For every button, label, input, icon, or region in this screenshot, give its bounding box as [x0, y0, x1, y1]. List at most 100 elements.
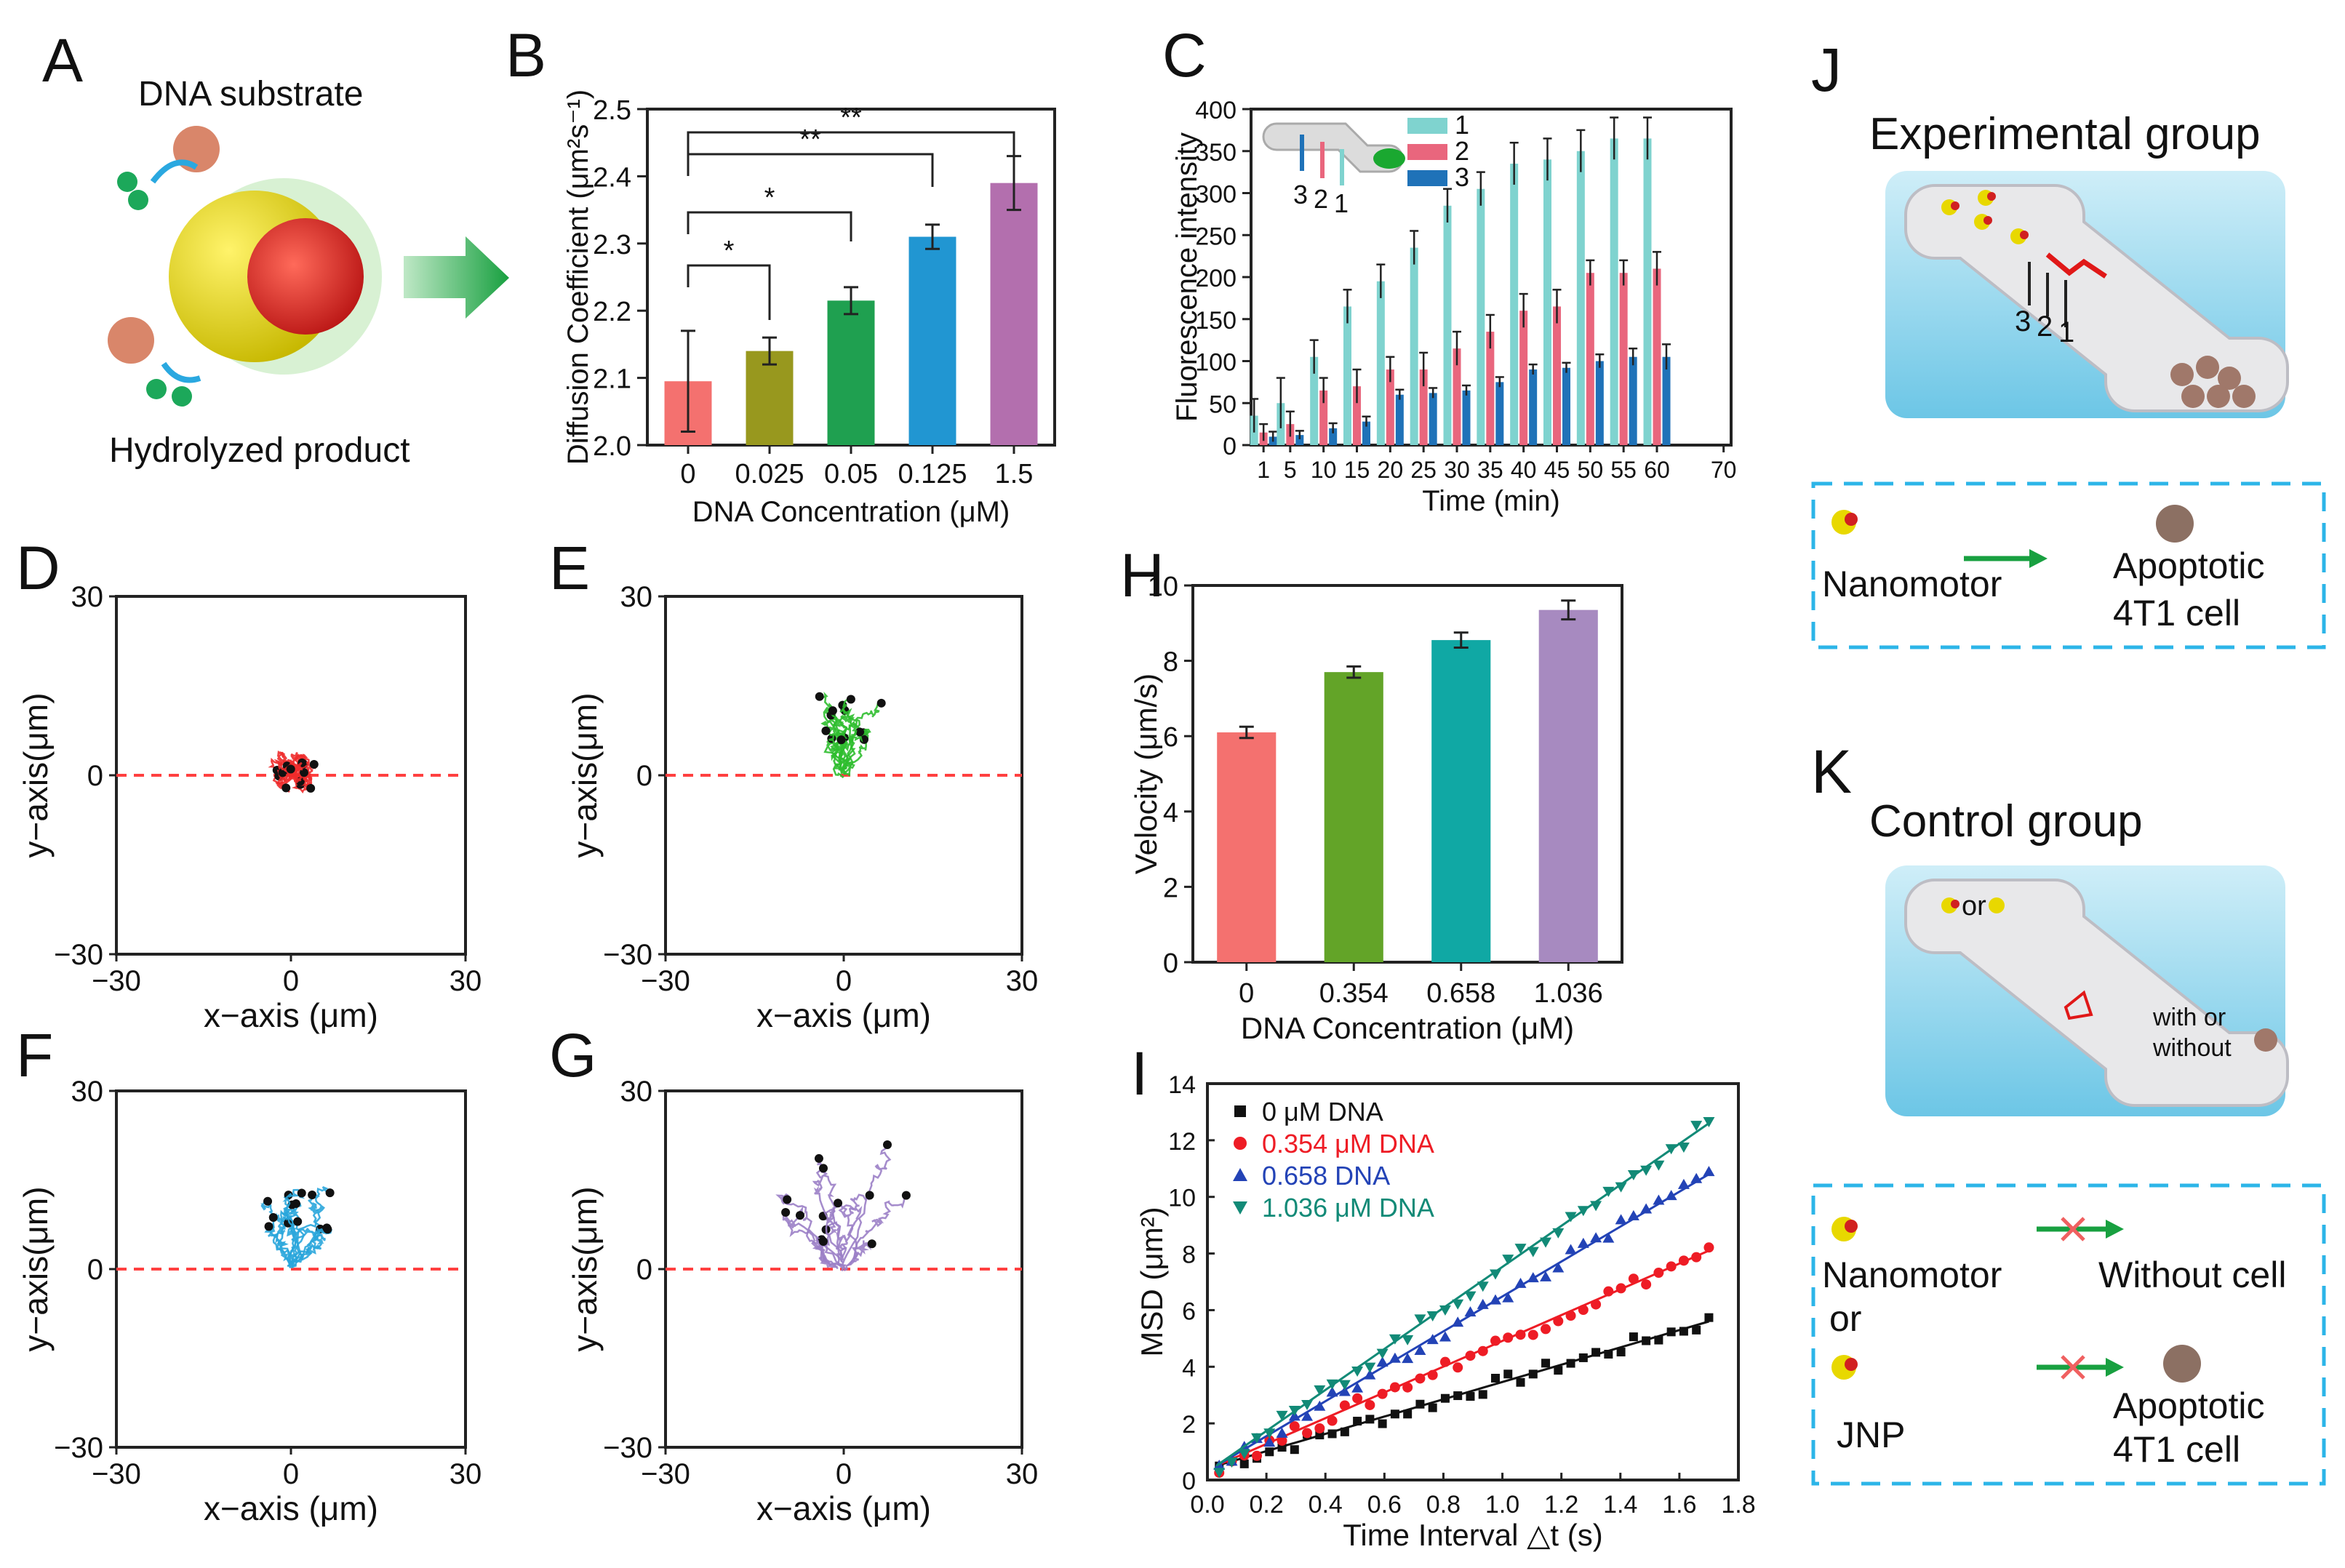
panel-j: J Experimental group 3 2 1 Nanomotor [1811, 36, 2326, 649]
apoptotic-cell-icon [2163, 1345, 2201, 1383]
x-axis-label: x−axis (μm) [756, 1489, 931, 1527]
data-point [1314, 1385, 1326, 1396]
data-point [1690, 1121, 1703, 1132]
data-point [1502, 1255, 1514, 1265]
trajectory-end-point [308, 1191, 317, 1200]
data-point [1566, 1359, 1575, 1368]
legend-swatch [1407, 170, 1447, 186]
data-point [1402, 1382, 1413, 1393]
trajectory [832, 727, 864, 778]
data-point [1376, 1348, 1389, 1359]
bar [1343, 306, 1351, 445]
data-point [1466, 1392, 1475, 1401]
y-tick-label: 100 [1195, 349, 1237, 377]
data-point [1641, 1279, 1652, 1290]
x-tick-label: 20 [1378, 457, 1404, 483]
trajectory-end-point [876, 698, 886, 708]
data-point [1402, 1335, 1414, 1345]
plot-frame [1206, 1082, 1740, 1481]
data-point [1691, 1252, 1702, 1263]
x-tick-label: 1.0 [1485, 1491, 1519, 1519]
data-point [1426, 1334, 1439, 1345]
trajectory-end-point [783, 1195, 792, 1204]
arrow-icon [404, 236, 509, 319]
trajectory [295, 1194, 320, 1264]
data-point [1677, 1143, 1690, 1153]
x-tick-label: 0.8 [1426, 1491, 1461, 1519]
y-tick-label: 4 [1163, 798, 1178, 828]
panel-d-letter: D [16, 534, 60, 602]
bar [1562, 367, 1570, 445]
data-point [1478, 1390, 1487, 1399]
trajectory-end-point [297, 1188, 306, 1198]
x-tick-label: 60 [1644, 457, 1670, 483]
data-point [1565, 1311, 1576, 1321]
trajectory [838, 1202, 859, 1269]
bar [1586, 273, 1594, 445]
bar [1576, 151, 1585, 445]
y-tick-label: 400 [1195, 97, 1237, 124]
panel-f-letter: F [16, 1021, 53, 1089]
trajectory-end-point [309, 760, 319, 769]
trajectory-end-point [836, 735, 846, 745]
y-axis-label: y−axis(μm) [566, 1186, 604, 1351]
y-tick-label: 10 [1148, 572, 1178, 602]
data-point [1615, 1214, 1627, 1225]
bar [1453, 348, 1461, 445]
data-point [1339, 1400, 1350, 1411]
trajectory-end-point [293, 1217, 303, 1226]
y-axis-label: y−axis(μm) [566, 692, 604, 857]
trajectory-end-point [846, 695, 855, 704]
legend-label: 0.658 DNA [1262, 1161, 1390, 1191]
trajectory [832, 710, 850, 770]
arrow-right-icon [2106, 1358, 2124, 1377]
microfluidic-chip-k: or with or without [1904, 879, 2289, 1107]
x-tick-label: 70 [1711, 457, 1737, 483]
data-point [1577, 1206, 1589, 1217]
y-tick-label: −30 [54, 939, 103, 971]
data-point [1414, 1344, 1426, 1355]
y-tick-label: 30 [71, 581, 104, 613]
x-tick-label: 0 [283, 965, 299, 997]
data-point [1515, 1329, 1526, 1340]
x-tick-label: 1.036 [1534, 978, 1603, 1009]
x-tick-label: 0.025 [735, 459, 804, 489]
x-tick-label: 0.658 [1426, 978, 1495, 1009]
legend-box-k [1811, 1183, 2326, 1486]
data-point [1628, 1273, 1639, 1284]
data-point [1277, 1435, 1287, 1446]
data-point [1490, 1335, 1501, 1346]
panel-k: K Control group or with or without Nanom… [1811, 737, 2326, 1486]
legend-label: 1.036 μM DNA [1262, 1193, 1434, 1223]
y-tick-label: 350 [1195, 139, 1237, 167]
panel-g: G −30 0 30 30 0 −30 x−axis (μm) y−axis(μm) [549, 1021, 1038, 1527]
bar [1376, 281, 1385, 445]
trajectory-end-point [821, 726, 831, 735]
trajectory-end-point [901, 1191, 911, 1200]
x-tick-label: 30 [450, 965, 482, 997]
data-point [1629, 1332, 1638, 1342]
bar [1324, 672, 1383, 962]
trajectory-end-point [855, 727, 865, 737]
data-point [1377, 1388, 1388, 1399]
data-point [1552, 1262, 1565, 1273]
data-point [1415, 1399, 1425, 1409]
significance-bracket [687, 211, 852, 241]
x-tick-label: 1.2 [1544, 1491, 1578, 1519]
data-point [1453, 1362, 1463, 1373]
bar [1386, 369, 1394, 445]
x-tick-label: 0.05 [824, 459, 878, 489]
trajectory-end-point [264, 1222, 273, 1231]
x-tick-label: −30 [641, 965, 690, 997]
data-point [1642, 1336, 1651, 1345]
bar [1443, 205, 1452, 445]
data-point [1665, 1144, 1677, 1155]
fit-line [1215, 1320, 1709, 1467]
data-point [1490, 1373, 1500, 1383]
data-point [1590, 1232, 1602, 1243]
x-tick-label: 1.5 [995, 459, 1034, 489]
panel-i-letter: I [1131, 1039, 1148, 1108]
x-axis-label: DNA Concentration (μM) [1241, 1011, 1574, 1045]
